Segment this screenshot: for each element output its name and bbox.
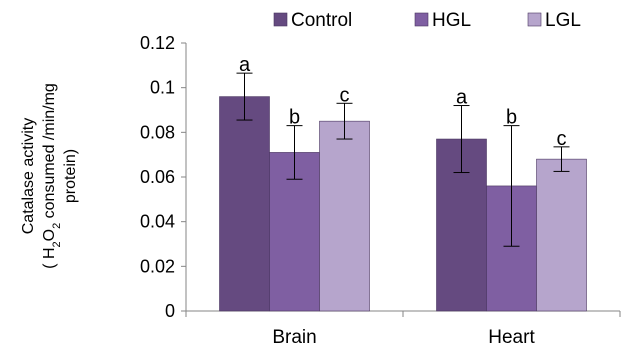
y-tick-label: 0.12	[140, 33, 175, 53]
y-label-part: O	[41, 229, 58, 241]
legend-label: Control	[291, 10, 352, 31]
y-axis-label: Catalase activity( H2O2 consumed /min/mg…	[20, 83, 79, 269]
bar	[536, 158, 587, 312]
legend-swatch	[414, 12, 429, 27]
y-label-subscript: 2	[51, 241, 63, 247]
bar	[219, 96, 270, 312]
bar	[319, 120, 370, 312]
legend-swatch	[273, 12, 288, 27]
significance-label: c	[340, 84, 350, 106]
x-category-label: Brain	[272, 327, 316, 348]
bars: a b c a b c	[219, 54, 587, 312]
y-label-part: consumed /min/mg	[41, 83, 58, 223]
legend-label: LGL	[545, 10, 581, 31]
y-label-line-1: Catalase activity	[20, 118, 37, 235]
y-axis: 0 0.02 0.04 0.06 0.08 0.1 0.12	[140, 33, 187, 321]
y-tick-label: 0.06	[140, 167, 175, 187]
legend: Control HGL LGL	[273, 10, 581, 31]
y-label-line-2: ( H	[41, 247, 58, 268]
y-tick-label: 0	[165, 301, 175, 321]
significance-label: c	[557, 128, 567, 150]
significance-label: a	[456, 87, 468, 109]
y-tick-label: 0.08	[140, 122, 175, 142]
y-tick-label: 0.04	[140, 212, 175, 232]
y-label-subscript: 2	[51, 223, 63, 229]
y-label-line-3: protein)	[62, 149, 79, 203]
significance-label: b	[506, 107, 517, 129]
significance-label: b	[289, 107, 300, 129]
significance-label: a	[239, 54, 251, 76]
y-axis-label-text: Catalase activity( H2O2 consumed /min/mg…	[20, 83, 79, 269]
x-axis: Brain Heart	[185, 310, 621, 348]
y-tick-label: 0.1	[150, 78, 175, 98]
y-tick-label: 0.02	[140, 256, 175, 276]
legend-swatch	[527, 12, 542, 27]
legend-label: HGL	[432, 10, 471, 31]
x-category-label: Heart	[488, 327, 535, 348]
